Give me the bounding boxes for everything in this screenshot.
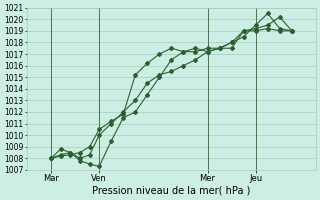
X-axis label: Pression niveau de la mer( hPa ): Pression niveau de la mer( hPa ) <box>92 186 251 196</box>
